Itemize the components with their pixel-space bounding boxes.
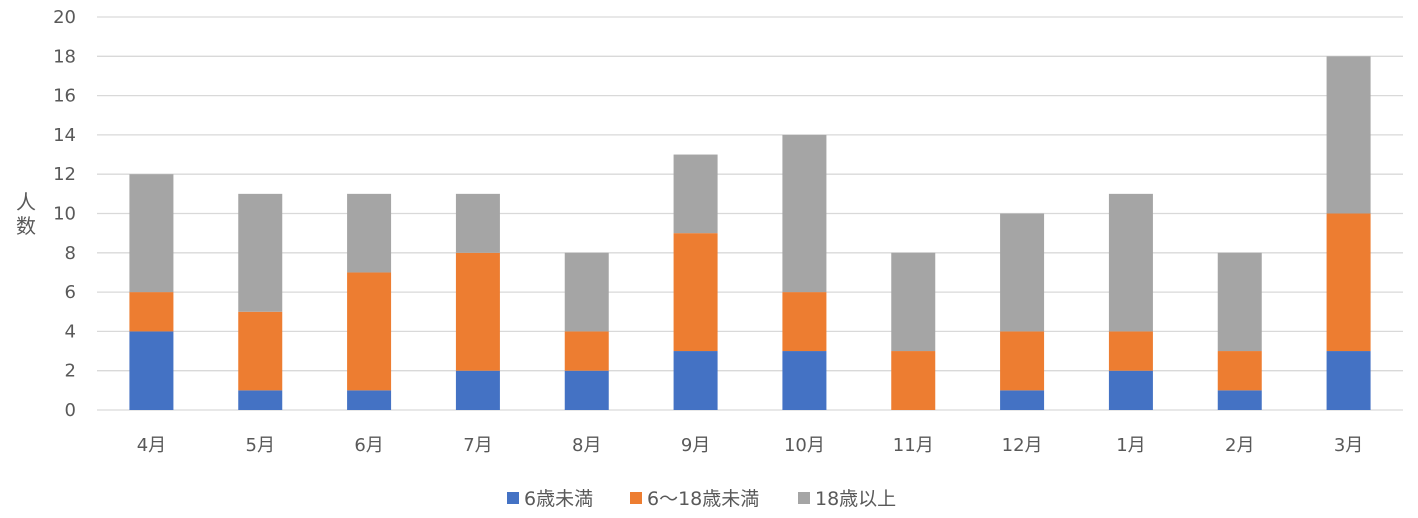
bar-segment-2 (1000, 331, 1045, 391)
bar-segment-2 (673, 233, 718, 352)
bar-segment-3 (891, 252, 936, 352)
bars (129, 56, 1371, 410)
gridlines (97, 16, 1403, 411)
bar-segment-1 (347, 390, 392, 410)
legend-swatch (630, 492, 642, 504)
y-tick-label: 14 (53, 125, 76, 146)
legend-swatch (507, 492, 519, 504)
y-tick-label: 12 (53, 164, 76, 185)
y-tick-label: 6 (65, 282, 76, 303)
x-axis-ticks: 4月 5月 6月 7月 8月 9月 10月 11月 12月 1月 2月 3月 (137, 435, 1364, 456)
x-tick-label: 3月 (1334, 435, 1363, 456)
bar-segment-3 (455, 193, 500, 253)
y-axis-ticks: 0 2 4 6 8 10 12 14 16 18 20 (53, 7, 76, 421)
y-tick-label: 10 (53, 204, 76, 225)
y-axis-title: 人数 (16, 190, 36, 238)
y-tick-label: 16 (53, 86, 76, 107)
legend-label: 6歳未満 (524, 488, 593, 510)
bar-segment-2 (1326, 213, 1371, 352)
bar-segment-3 (564, 252, 609, 332)
bar-segment-3 (1326, 56, 1371, 214)
bar-segment-2 (891, 351, 936, 410)
y-tick-label: 18 (53, 46, 76, 67)
bar-segment-1 (782, 351, 827, 410)
y-tick-label: 8 (65, 243, 76, 264)
bar-segment-2 (238, 311, 283, 391)
bar-segment-3 (1108, 193, 1153, 332)
bar-segment-1 (1108, 370, 1153, 410)
bar-segment-1 (1217, 390, 1262, 410)
x-tick-label: 1月 (1116, 435, 1145, 456)
bar-segment-3 (1000, 213, 1045, 332)
bar-segment-3 (238, 193, 283, 312)
bar-segment-1 (1326, 351, 1371, 410)
y-tick-label: 0 (65, 400, 76, 421)
y-tick-label: 4 (65, 321, 76, 342)
bar-segment-1 (1000, 390, 1045, 410)
legend: 6歳未満 6〜18歳未満 18歳以上 (507, 488, 896, 510)
bar-segment-2 (1108, 331, 1153, 371)
y-tick-label: 20 (53, 7, 76, 28)
bar-segment-1 (238, 390, 283, 410)
x-tick-label: 6月 (354, 435, 383, 456)
bar-segment-3 (782, 134, 827, 293)
bar-segment-3 (673, 154, 718, 234)
y-tick-label: 2 (65, 361, 76, 382)
x-tick-label: 10月 (784, 435, 825, 456)
x-tick-label: 12月 (1002, 435, 1043, 456)
x-tick-label: 8月 (572, 435, 601, 456)
legend-label: 6〜18歳未満 (647, 488, 759, 510)
x-tick-label: 11月 (893, 435, 934, 456)
x-tick-label: 7月 (463, 435, 492, 456)
bar-segment-1 (564, 370, 609, 410)
bar-segment-2 (129, 292, 174, 332)
legend-label: 18歳以上 (815, 488, 896, 510)
x-tick-label: 2月 (1225, 435, 1254, 456)
bar-segment-2 (782, 292, 827, 352)
x-tick-label: 5月 (246, 435, 275, 456)
bar-segment-1 (455, 370, 500, 410)
x-tick-label: 4月 (137, 435, 166, 456)
bar-segment-3 (347, 193, 392, 273)
legend-swatch (798, 492, 810, 504)
bar-segment-3 (1217, 252, 1262, 352)
bar-segment-2 (455, 252, 500, 371)
bar-segment-1 (673, 351, 718, 410)
x-tick-label: 9月 (681, 435, 710, 456)
bar-segment-1 (129, 331, 174, 410)
bar-segment-2 (347, 272, 392, 391)
bar-segment-2 (1217, 351, 1262, 391)
bar-segment-3 (129, 174, 174, 293)
bar-segment-2 (564, 331, 609, 371)
